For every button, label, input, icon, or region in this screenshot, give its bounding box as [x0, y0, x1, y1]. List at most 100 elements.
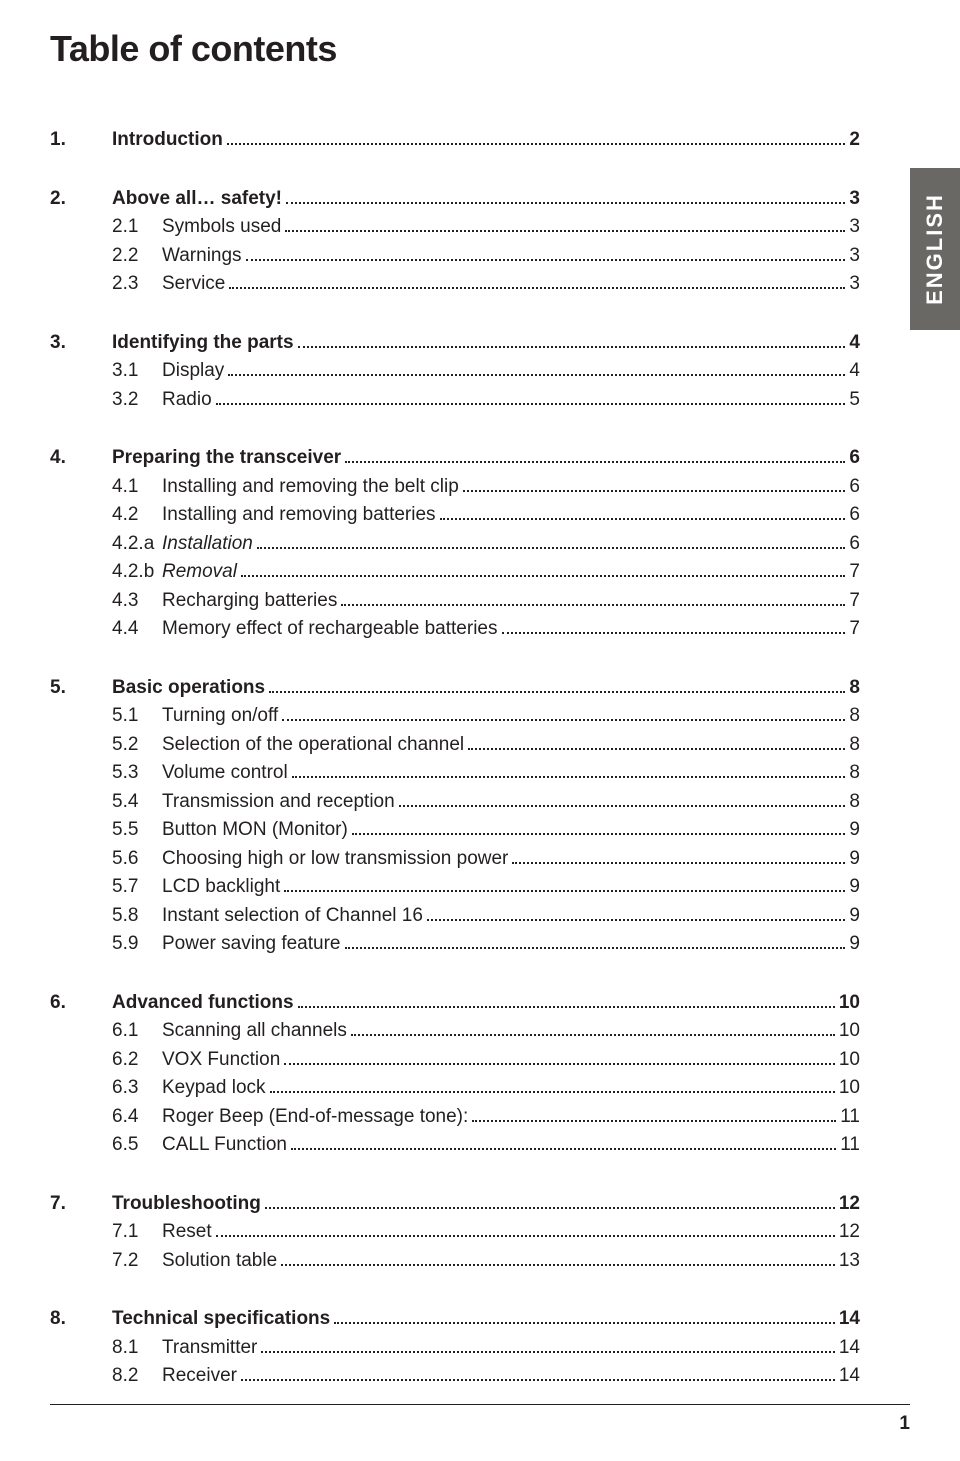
toc-entry-page: 12: [839, 1218, 860, 1247]
toc-entry-number: 5.7: [112, 873, 162, 902]
toc-leader-dots: [463, 490, 846, 492]
toc-leader-dots: [216, 403, 846, 405]
toc-section-number: 5.: [50, 674, 112, 703]
toc-entry: 7.2Solution table13: [50, 1247, 860, 1276]
toc-entry: 5.5Button MON (Monitor)9: [50, 816, 860, 845]
toc-section-number: 8.: [50, 1305, 112, 1334]
toc-entry-page: 10: [839, 1046, 860, 1075]
toc-entry-title: Volume control: [162, 759, 288, 788]
toc-entry-number: 2.2: [112, 242, 162, 271]
toc-leader-dots: [269, 691, 845, 693]
toc-entry-page: 11: [840, 1103, 860, 1132]
toc-leader-dots: [399, 805, 846, 807]
toc-entry: 5.2Selection of the operational channel8: [50, 731, 860, 760]
toc-entry-title: Power saving feature: [162, 930, 341, 959]
toc-entry-page: 4: [849, 357, 860, 386]
toc-section-heading: 7.Troubleshooting12: [50, 1190, 860, 1219]
toc-entry-page: 3: [849, 270, 860, 299]
toc-entry-number: 4.2.a: [112, 530, 162, 559]
toc-entry-title: Installing and removing the belt clip: [162, 473, 459, 502]
footer-page-number: 1: [899, 1413, 910, 1435]
toc-leader-dots: [291, 1148, 836, 1150]
toc-leader-dots: [502, 632, 846, 634]
toc-section-heading: 1.Introduction2: [50, 126, 860, 155]
toc-entry-page: 14: [839, 1334, 860, 1363]
toc-entry-title: Transmitter: [162, 1334, 257, 1363]
toc-section-heading: 3.Identifying the parts4: [50, 329, 860, 358]
toc-section-title: Preparing the transceiver: [112, 444, 341, 473]
toc-entry-page: 9: [849, 930, 860, 959]
toc-leader-dots: [341, 604, 845, 606]
toc-leader-dots: [284, 1063, 835, 1065]
toc-section-title: Technical specifications: [112, 1305, 330, 1334]
toc-entry-title: VOX Function: [162, 1046, 280, 1075]
toc-entry-page: 8: [849, 731, 860, 760]
toc-entry: 8.2Receiver14: [50, 1362, 860, 1391]
toc-section-title: Advanced functions: [112, 989, 294, 1018]
toc-entry-number: 3.1: [112, 357, 162, 386]
toc-section-page: 10: [839, 989, 860, 1018]
toc-entry-number: 2.3: [112, 270, 162, 299]
toc-leader-dots: [241, 1379, 835, 1381]
toc-entry: 4.3Recharging batteries7: [50, 587, 860, 616]
toc-entry-page: 7: [849, 615, 860, 644]
toc-entry-number: 4.3: [112, 587, 162, 616]
toc-entry-number: 5.4: [112, 788, 162, 817]
toc-entry: 2.2Warnings3: [50, 242, 860, 271]
toc-entry: 5.4Transmission and reception8: [50, 788, 860, 817]
toc-entry-page: 10: [839, 1017, 860, 1046]
toc-entry: 4.1Installing and removing the belt clip…: [50, 473, 860, 502]
toc-entry: 2.3Service3: [50, 270, 860, 299]
toc-entry-page: 6: [849, 530, 860, 559]
toc-section-number: 3.: [50, 329, 112, 358]
toc-entry-number: 3.2: [112, 386, 162, 415]
toc-entry-number: 5.1: [112, 702, 162, 731]
toc-entry-title: Instant selection of Channel 16: [162, 902, 423, 931]
toc-entry-number: 6.3: [112, 1074, 162, 1103]
toc-entry: 4.2.aInstallation 6: [50, 530, 860, 559]
toc-leader-dots: [246, 259, 846, 261]
toc-entry: 5.3Volume control8: [50, 759, 860, 788]
toc-entry-title: Installation: [162, 530, 253, 559]
table-of-contents: 1.Introduction22.Above all… safety!32.1S…: [50, 126, 860, 1391]
toc-entry-page: 5: [849, 386, 860, 415]
toc-entry-page: 9: [849, 845, 860, 874]
toc-section: 6.Advanced functions106.1Scanning all ch…: [50, 989, 860, 1160]
toc-entry-page: 9: [849, 873, 860, 902]
toc-entry-number: 6.2: [112, 1046, 162, 1075]
toc-section-page: 3: [849, 185, 860, 214]
toc-entry-number: 4.2.b: [112, 558, 162, 587]
toc-leader-dots: [512, 862, 845, 864]
toc-section: 7.Troubleshooting127.1Reset127.2Solution…: [50, 1190, 860, 1276]
toc-entry: 4.4Memory effect of rechargeable batteri…: [50, 615, 860, 644]
toc-section-number: 2.: [50, 185, 112, 214]
toc-entry-title: Receiver: [162, 1362, 237, 1391]
toc-section-heading: 5.Basic operations8: [50, 674, 860, 703]
toc-leader-dots: [285, 230, 845, 232]
toc-section: 1.Introduction2: [50, 126, 860, 155]
toc-section: 2.Above all… safety!32.1Symbols used32.2…: [50, 185, 860, 299]
toc-entry-title: Scanning all channels: [162, 1017, 347, 1046]
toc-entry-number: 5.3: [112, 759, 162, 788]
toc-entry-title: Installing and removing batteries: [162, 501, 436, 530]
toc-section-page: 8: [849, 674, 860, 703]
toc-section-heading: 2.Above all… safety!3: [50, 185, 860, 214]
toc-section-number: 1.: [50, 126, 112, 155]
toc-entry-page: 13: [839, 1247, 860, 1276]
toc-section-page: 6: [849, 444, 860, 473]
toc-entry-number: 6.5: [112, 1131, 162, 1160]
toc-section-title: Troubleshooting: [112, 1190, 261, 1219]
toc-entry: 6.1Scanning all channels10: [50, 1017, 860, 1046]
toc-leader-dots: [265, 1207, 835, 1209]
toc-entry-number: 8.2: [112, 1362, 162, 1391]
toc-entry-page: 3: [849, 213, 860, 242]
toc-entry-title: Removal: [162, 558, 237, 587]
toc-entry: 3.1Display4: [50, 357, 860, 386]
toc-leader-dots: [257, 547, 846, 549]
toc-entry-title: Choosing high or low transmission power: [162, 845, 508, 874]
toc-leader-dots: [270, 1091, 835, 1093]
toc-section-page: 14: [839, 1305, 860, 1334]
toc-leader-dots: [241, 575, 845, 577]
toc-entry-page: 8: [849, 788, 860, 817]
toc-leader-dots: [352, 833, 846, 835]
